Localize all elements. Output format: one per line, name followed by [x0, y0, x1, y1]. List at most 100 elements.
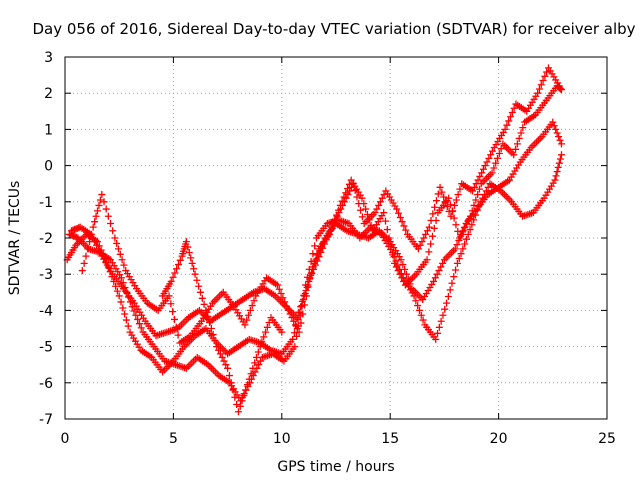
- x-tick-label: 0: [61, 431, 70, 447]
- data-point-interp: [227, 379, 235, 387]
- data-point-interp: [120, 261, 128, 269]
- data-point: [191, 270, 199, 278]
- data-point-interp: [463, 220, 471, 228]
- data-point-interp: [465, 216, 473, 224]
- data-point-interp: [313, 257, 321, 265]
- data-point-interp: [415, 306, 423, 314]
- data-point-interp: [130, 307, 138, 315]
- data-point-interp: [437, 263, 445, 271]
- data-point: [557, 86, 565, 94]
- data-point-interp: [96, 196, 104, 204]
- data-point-interp: [324, 232, 332, 240]
- data-point-interp: [260, 333, 268, 341]
- data-point-interp: [452, 196, 460, 204]
- data-point-interp: [82, 252, 90, 260]
- data-point-interp: [112, 282, 120, 290]
- data-point-interp: [383, 226, 391, 234]
- data-point-interp: [248, 302, 256, 310]
- data-point-interp: [298, 297, 306, 305]
- data-point-interp: [187, 254, 195, 262]
- data-point-interp: [555, 133, 563, 141]
- data-point-interp: [432, 197, 440, 205]
- data-point-interp: [543, 68, 551, 76]
- data-point-interp: [553, 168, 561, 176]
- data-point-interp: [541, 72, 549, 80]
- data-point-interp: [102, 205, 110, 213]
- data-point: [555, 82, 563, 90]
- data-point-interp: [262, 328, 270, 336]
- data-point-interp: [242, 386, 250, 394]
- data-point-interp: [331, 216, 339, 224]
- data-point-interp: [479, 194, 487, 202]
- data-point-interp: [394, 267, 402, 275]
- data-point-interp: [433, 270, 441, 278]
- data-point-interp: [478, 169, 486, 177]
- data-point-interp: [94, 207, 102, 215]
- data-point-interp: [357, 206, 365, 214]
- y-tick-label: -1: [39, 195, 53, 211]
- data-point-interp: [429, 210, 437, 218]
- data-point-interp: [246, 306, 254, 314]
- data-point-interp: [481, 191, 489, 199]
- y-tick-label: -7: [39, 412, 53, 428]
- y-tick-label: 0: [44, 159, 53, 175]
- data-point-interp: [453, 241, 461, 249]
- data-point-interp: [416, 241, 424, 249]
- data-point-interp: [236, 402, 244, 410]
- data-point-interp: [251, 368, 259, 376]
- data-point-interp: [190, 265, 198, 273]
- data-point-interp: [552, 172, 560, 180]
- data-point: [371, 209, 379, 217]
- data-point: [349, 180, 357, 188]
- data-point-interp: [457, 250, 465, 258]
- data-point-interp: [95, 201, 103, 209]
- data-point-interp: [452, 221, 460, 229]
- data-point: [443, 299, 451, 307]
- data-point-interp: [281, 298, 289, 306]
- data-point-interp: [184, 243, 192, 251]
- data-point: [397, 256, 405, 264]
- data-point-interp: [87, 230, 95, 238]
- data-point-interp: [167, 300, 175, 308]
- data-point-interp: [286, 310, 294, 318]
- data-point-interp: [188, 259, 196, 267]
- data-point-interp: [302, 292, 310, 300]
- data-point-interp: [503, 121, 511, 129]
- data-point-interp: [440, 193, 448, 201]
- data-point: [115, 292, 123, 300]
- y-tick-label: -3: [39, 267, 53, 283]
- data-point-interp: [169, 308, 177, 316]
- data-point-interp: [113, 239, 121, 247]
- data-point-interp: [438, 188, 446, 196]
- data-point-interp: [229, 386, 237, 394]
- data-point-interp: [113, 287, 121, 295]
- data-point-interp: [431, 203, 439, 211]
- data-point-interp: [376, 198, 384, 206]
- data-point: [423, 256, 431, 264]
- data-point-interp: [250, 297, 258, 305]
- data-point-interp: [215, 346, 223, 354]
- data-point-interp: [484, 183, 492, 191]
- data-point-interp: [472, 196, 480, 204]
- data-point-interp: [86, 238, 94, 246]
- data-point: [182, 238, 190, 246]
- data-point-interp: [304, 283, 312, 291]
- data-point-interp: [443, 203, 451, 211]
- data-point-interp: [247, 370, 255, 378]
- data-point: [317, 248, 325, 256]
- data-point-interp: [255, 361, 263, 369]
- data-point-interp: [309, 250, 317, 258]
- data-point: [339, 201, 347, 209]
- data-point: [430, 277, 438, 285]
- data-point: [469, 187, 477, 195]
- data-point-interp: [218, 353, 226, 361]
- data-point-interp: [427, 217, 435, 225]
- data-point-interp: [308, 270, 316, 278]
- data-point: [414, 245, 422, 253]
- data-point-interp: [222, 361, 230, 369]
- data-point-interp: [176, 256, 184, 264]
- data-point-interp: [282, 302, 290, 310]
- data-point-interp: [477, 198, 485, 206]
- data-point-interp: [452, 266, 460, 274]
- data-point-interp: [375, 201, 383, 209]
